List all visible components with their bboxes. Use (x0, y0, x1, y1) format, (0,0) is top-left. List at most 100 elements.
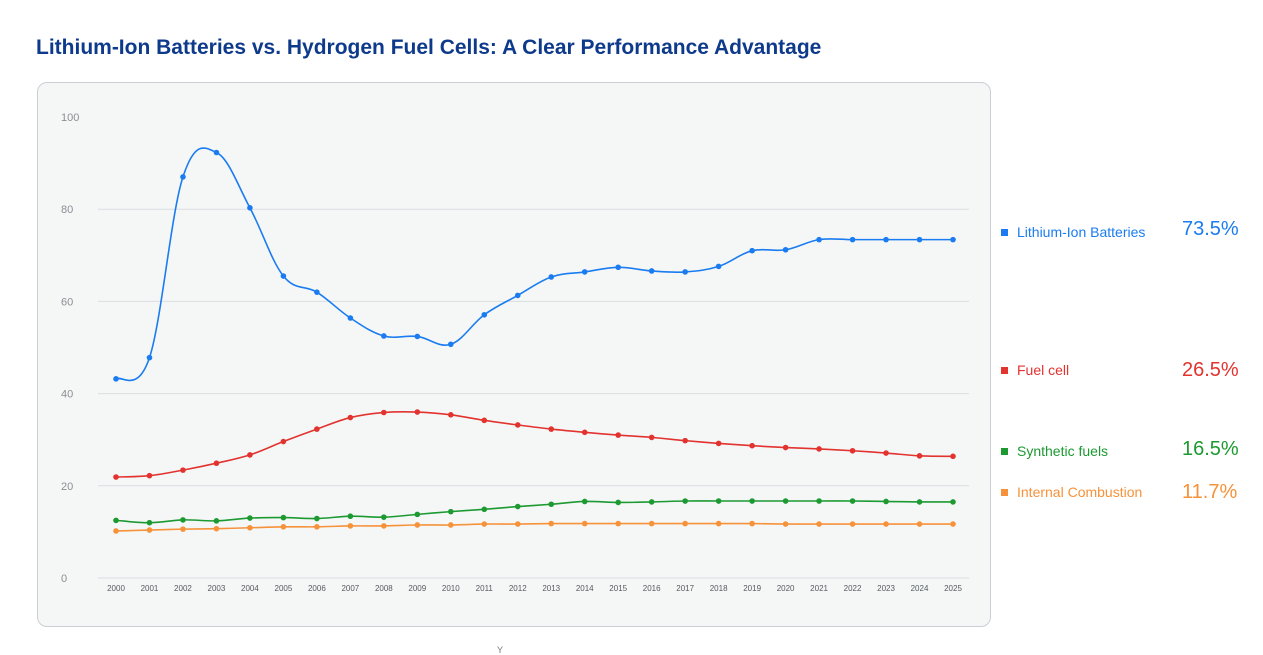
data-point-lithium-ion-batteries[interactable] (414, 333, 421, 340)
data-point-lithium-ion-batteries[interactable] (514, 292, 521, 299)
data-point-fuel-cell[interactable] (180, 467, 186, 473)
data-point-fuel-cell[interactable] (816, 446, 822, 452)
data-point-internal-combustion[interactable] (749, 520, 755, 527)
data-point-lithium-ion-batteries[interactable] (950, 236, 956, 243)
data-point-synthetic-fuels[interactable] (816, 498, 822, 504)
data-point-synthetic-fuels[interactable] (314, 515, 320, 522)
data-point-internal-combustion[interactable] (146, 527, 153, 533)
data-point-internal-combustion[interactable] (448, 522, 454, 528)
data-point-fuel-cell[interactable] (514, 422, 521, 428)
data-point-synthetic-fuels[interactable] (715, 498, 722, 504)
data-point-internal-combustion[interactable] (548, 520, 555, 527)
data-point-lithium-ion-batteries[interactable] (146, 354, 153, 361)
data-point-internal-combustion[interactable] (615, 520, 621, 527)
data-point-fuel-cell[interactable] (481, 417, 488, 424)
data-point-synthetic-fuels[interactable] (414, 511, 421, 518)
data-point-synthetic-fuels[interactable] (950, 499, 956, 505)
data-point-internal-combustion[interactable] (682, 520, 688, 527)
data-point-internal-combustion[interactable] (883, 521, 889, 527)
data-point-internal-combustion[interactable] (581, 520, 588, 527)
data-point-lithium-ion-batteries[interactable] (280, 273, 287, 279)
data-point-fuel-cell[interactable] (782, 444, 789, 451)
data-point-fuel-cell[interactable] (849, 447, 856, 454)
data-point-lithium-ion-batteries[interactable] (548, 274, 555, 280)
legend-item-internal-combustion[interactable]: Internal Combustion (1001, 480, 1142, 504)
data-point-lithium-ion-batteries[interactable] (113, 376, 119, 382)
data-point-internal-combustion[interactable] (213, 525, 220, 532)
data-point-internal-combustion[interactable] (180, 526, 186, 532)
data-point-internal-combustion[interactable] (916, 521, 923, 527)
legend-item-fuel-cell[interactable]: Fuel cell (1001, 358, 1069, 382)
data-point-fuel-cell[interactable] (916, 453, 923, 459)
data-point-internal-combustion[interactable] (950, 521, 956, 527)
data-point-fuel-cell[interactable] (548, 426, 555, 432)
data-point-lithium-ion-batteries[interactable] (749, 247, 755, 254)
data-point-synthetic-fuels[interactable] (113, 517, 119, 524)
data-point-fuel-cell[interactable] (113, 474, 119, 480)
data-point-fuel-cell[interactable] (682, 437, 688, 444)
data-point-fuel-cell[interactable] (883, 450, 889, 456)
data-point-synthetic-fuels[interactable] (581, 498, 588, 505)
data-point-synthetic-fuels[interactable] (213, 518, 220, 524)
data-point-lithium-ion-batteries[interactable] (883, 236, 889, 243)
legend-item-lithium-ion[interactable]: Lithium-Ion Batteries (1001, 220, 1145, 244)
data-point-lithium-ion-batteries[interactable] (448, 341, 454, 348)
data-point-internal-combustion[interactable] (314, 524, 320, 530)
data-point-lithium-ion-batteries[interactable] (648, 268, 655, 274)
legend-item-synthetic-fuels[interactable]: Synthetic fuels (1001, 439, 1108, 463)
data-point-fuel-cell[interactable] (347, 414, 354, 421)
data-point-internal-combustion[interactable] (715, 520, 722, 527)
data-point-internal-combustion[interactable] (113, 528, 119, 534)
data-point-internal-combustion[interactable] (247, 524, 253, 531)
data-point-fuel-cell[interactable] (314, 426, 320, 432)
data-point-lithium-ion-batteries[interactable] (180, 174, 186, 180)
data-point-synthetic-fuels[interactable] (180, 517, 186, 523)
data-point-synthetic-fuels[interactable] (682, 498, 688, 504)
data-point-internal-combustion[interactable] (381, 523, 387, 529)
data-point-fuel-cell[interactable] (213, 460, 220, 467)
data-point-lithium-ion-batteries[interactable] (715, 263, 722, 270)
data-point-synthetic-fuels[interactable] (615, 499, 621, 506)
data-point-lithium-ion-batteries[interactable] (213, 149, 220, 156)
data-point-lithium-ion-batteries[interactable] (682, 269, 688, 275)
data-point-lithium-ion-batteries[interactable] (916, 236, 923, 243)
data-point-lithium-ion-batteries[interactable] (481, 311, 488, 318)
data-point-fuel-cell[interactable] (615, 432, 621, 438)
data-point-internal-combustion[interactable] (514, 521, 521, 527)
data-point-lithium-ion-batteries[interactable] (247, 205, 253, 211)
data-point-fuel-cell[interactable] (280, 438, 287, 445)
data-point-internal-combustion[interactable] (481, 521, 488, 527)
data-point-fuel-cell[interactable] (146, 472, 153, 479)
data-point-synthetic-fuels[interactable] (247, 515, 253, 521)
data-point-lithium-ion-batteries[interactable] (615, 264, 621, 271)
data-point-synthetic-fuels[interactable] (749, 498, 755, 504)
data-point-internal-combustion[interactable] (648, 520, 655, 527)
data-point-synthetic-fuels[interactable] (883, 498, 889, 505)
data-point-lithium-ion-batteries[interactable] (816, 236, 822, 243)
data-point-fuel-cell[interactable] (648, 434, 655, 441)
data-point-synthetic-fuels[interactable] (648, 499, 655, 505)
data-point-internal-combustion[interactable] (347, 523, 354, 529)
data-point-lithium-ion-batteries[interactable] (581, 269, 588, 275)
data-point-synthetic-fuels[interactable] (381, 514, 387, 520)
data-point-internal-combustion[interactable] (414, 522, 421, 528)
data-point-synthetic-fuels[interactable] (347, 513, 354, 520)
data-point-internal-combustion[interactable] (849, 521, 856, 527)
data-point-synthetic-fuels[interactable] (280, 514, 287, 521)
data-point-synthetic-fuels[interactable] (146, 519, 153, 526)
data-point-lithium-ion-batteries[interactable] (849, 236, 856, 243)
data-point-lithium-ion-batteries[interactable] (782, 246, 789, 253)
data-point-synthetic-fuels[interactable] (548, 501, 555, 508)
data-point-lithium-ion-batteries[interactable] (381, 333, 387, 339)
data-point-fuel-cell[interactable] (950, 453, 956, 460)
data-point-fuel-cell[interactable] (715, 440, 722, 447)
data-point-internal-combustion[interactable] (816, 521, 822, 527)
data-point-fuel-cell[interactable] (381, 409, 387, 416)
data-point-fuel-cell[interactable] (448, 412, 454, 418)
data-point-lithium-ion-batteries[interactable] (314, 289, 320, 295)
data-point-internal-combustion[interactable] (782, 521, 789, 527)
data-point-fuel-cell[interactable] (581, 429, 588, 436)
data-point-synthetic-fuels[interactable] (916, 499, 923, 505)
data-point-synthetic-fuels[interactable] (481, 506, 488, 513)
data-point-lithium-ion-batteries[interactable] (347, 315, 354, 321)
